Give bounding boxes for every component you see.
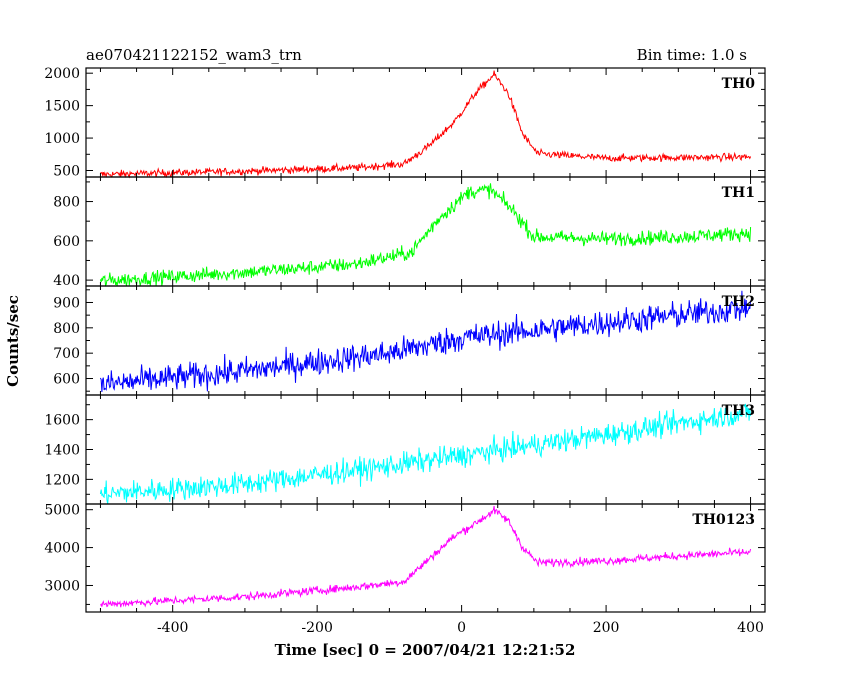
x-tick-label: -400 bbox=[157, 620, 188, 636]
series-line-th1 bbox=[99, 183, 752, 287]
y-tick-label: 700 bbox=[53, 346, 80, 362]
series-label-th0123: TH0123 bbox=[692, 512, 755, 528]
y-tick-label: 3000 bbox=[44, 578, 80, 594]
panels-group: 500100015002000TH0400600800TH16007008009… bbox=[44, 66, 766, 636]
x-tick-label: 200 bbox=[593, 620, 620, 636]
panel-th3: 1200 1400 1600 TH3 bbox=[44, 394, 766, 505]
y-tick-label: 900 bbox=[53, 295, 80, 311]
series-label-th3: TH3 bbox=[722, 403, 755, 419]
y-tick-label: 1000 bbox=[44, 131, 80, 147]
y-tick-label: 2000 bbox=[44, 66, 80, 82]
y-tick-label: 1400 bbox=[44, 443, 80, 459]
y-axis-label: Counts/sec bbox=[4, 295, 22, 387]
series-line-th3 bbox=[99, 403, 752, 505]
panel-frame bbox=[85, 176, 766, 287]
bin-time-label: Bin time: 1.0 s bbox=[637, 46, 747, 64]
y-tick-label: 600 bbox=[53, 234, 80, 250]
y-tick-label: 5000 bbox=[44, 503, 80, 519]
y-tick-label: 1200 bbox=[44, 472, 80, 488]
y-tick-label: 800 bbox=[53, 321, 80, 337]
panel-frame bbox=[85, 67, 766, 178]
panel-th1: 400 600 800 TH1 bbox=[53, 176, 766, 289]
panel-frame bbox=[85, 503, 766, 613]
x-tick-label: 400 bbox=[737, 620, 764, 636]
x-tick-label: 0 bbox=[457, 620, 466, 636]
y-tick-label: 400 bbox=[53, 273, 80, 289]
x-axis-label: Time [sec] 0 = 2007/04/21 12:21:52 bbox=[275, 641, 576, 659]
y-tick-label: 1500 bbox=[44, 99, 80, 115]
series-line-th0 bbox=[100, 70, 752, 179]
y-tick-label: 800 bbox=[53, 195, 80, 211]
series-line-th2 bbox=[99, 290, 752, 393]
y-tick-label: 500 bbox=[53, 164, 80, 180]
y-tick-label: 4000 bbox=[44, 541, 80, 557]
series-line-th0123 bbox=[99, 505, 752, 608]
panel-th2: 600 700 800 900 TH2 bbox=[53, 285, 766, 396]
y-tick-label: 600 bbox=[53, 372, 80, 388]
series-label-th1: TH1 bbox=[722, 185, 755, 201]
series-label-th2: TH2 bbox=[722, 294, 755, 310]
x-tick-label: -200 bbox=[301, 620, 332, 636]
panel-th0: 500 1000 1500 2000 TH0 bbox=[44, 66, 766, 180]
figure-title: ae070421122152_wam3_trn bbox=[86, 46, 302, 64]
panel-th0123: 3000 4000 5000 TH0123 bbox=[44, 503, 766, 613]
series-label-th0: TH0 bbox=[722, 76, 756, 92]
y-tick-label: 1600 bbox=[44, 413, 80, 429]
